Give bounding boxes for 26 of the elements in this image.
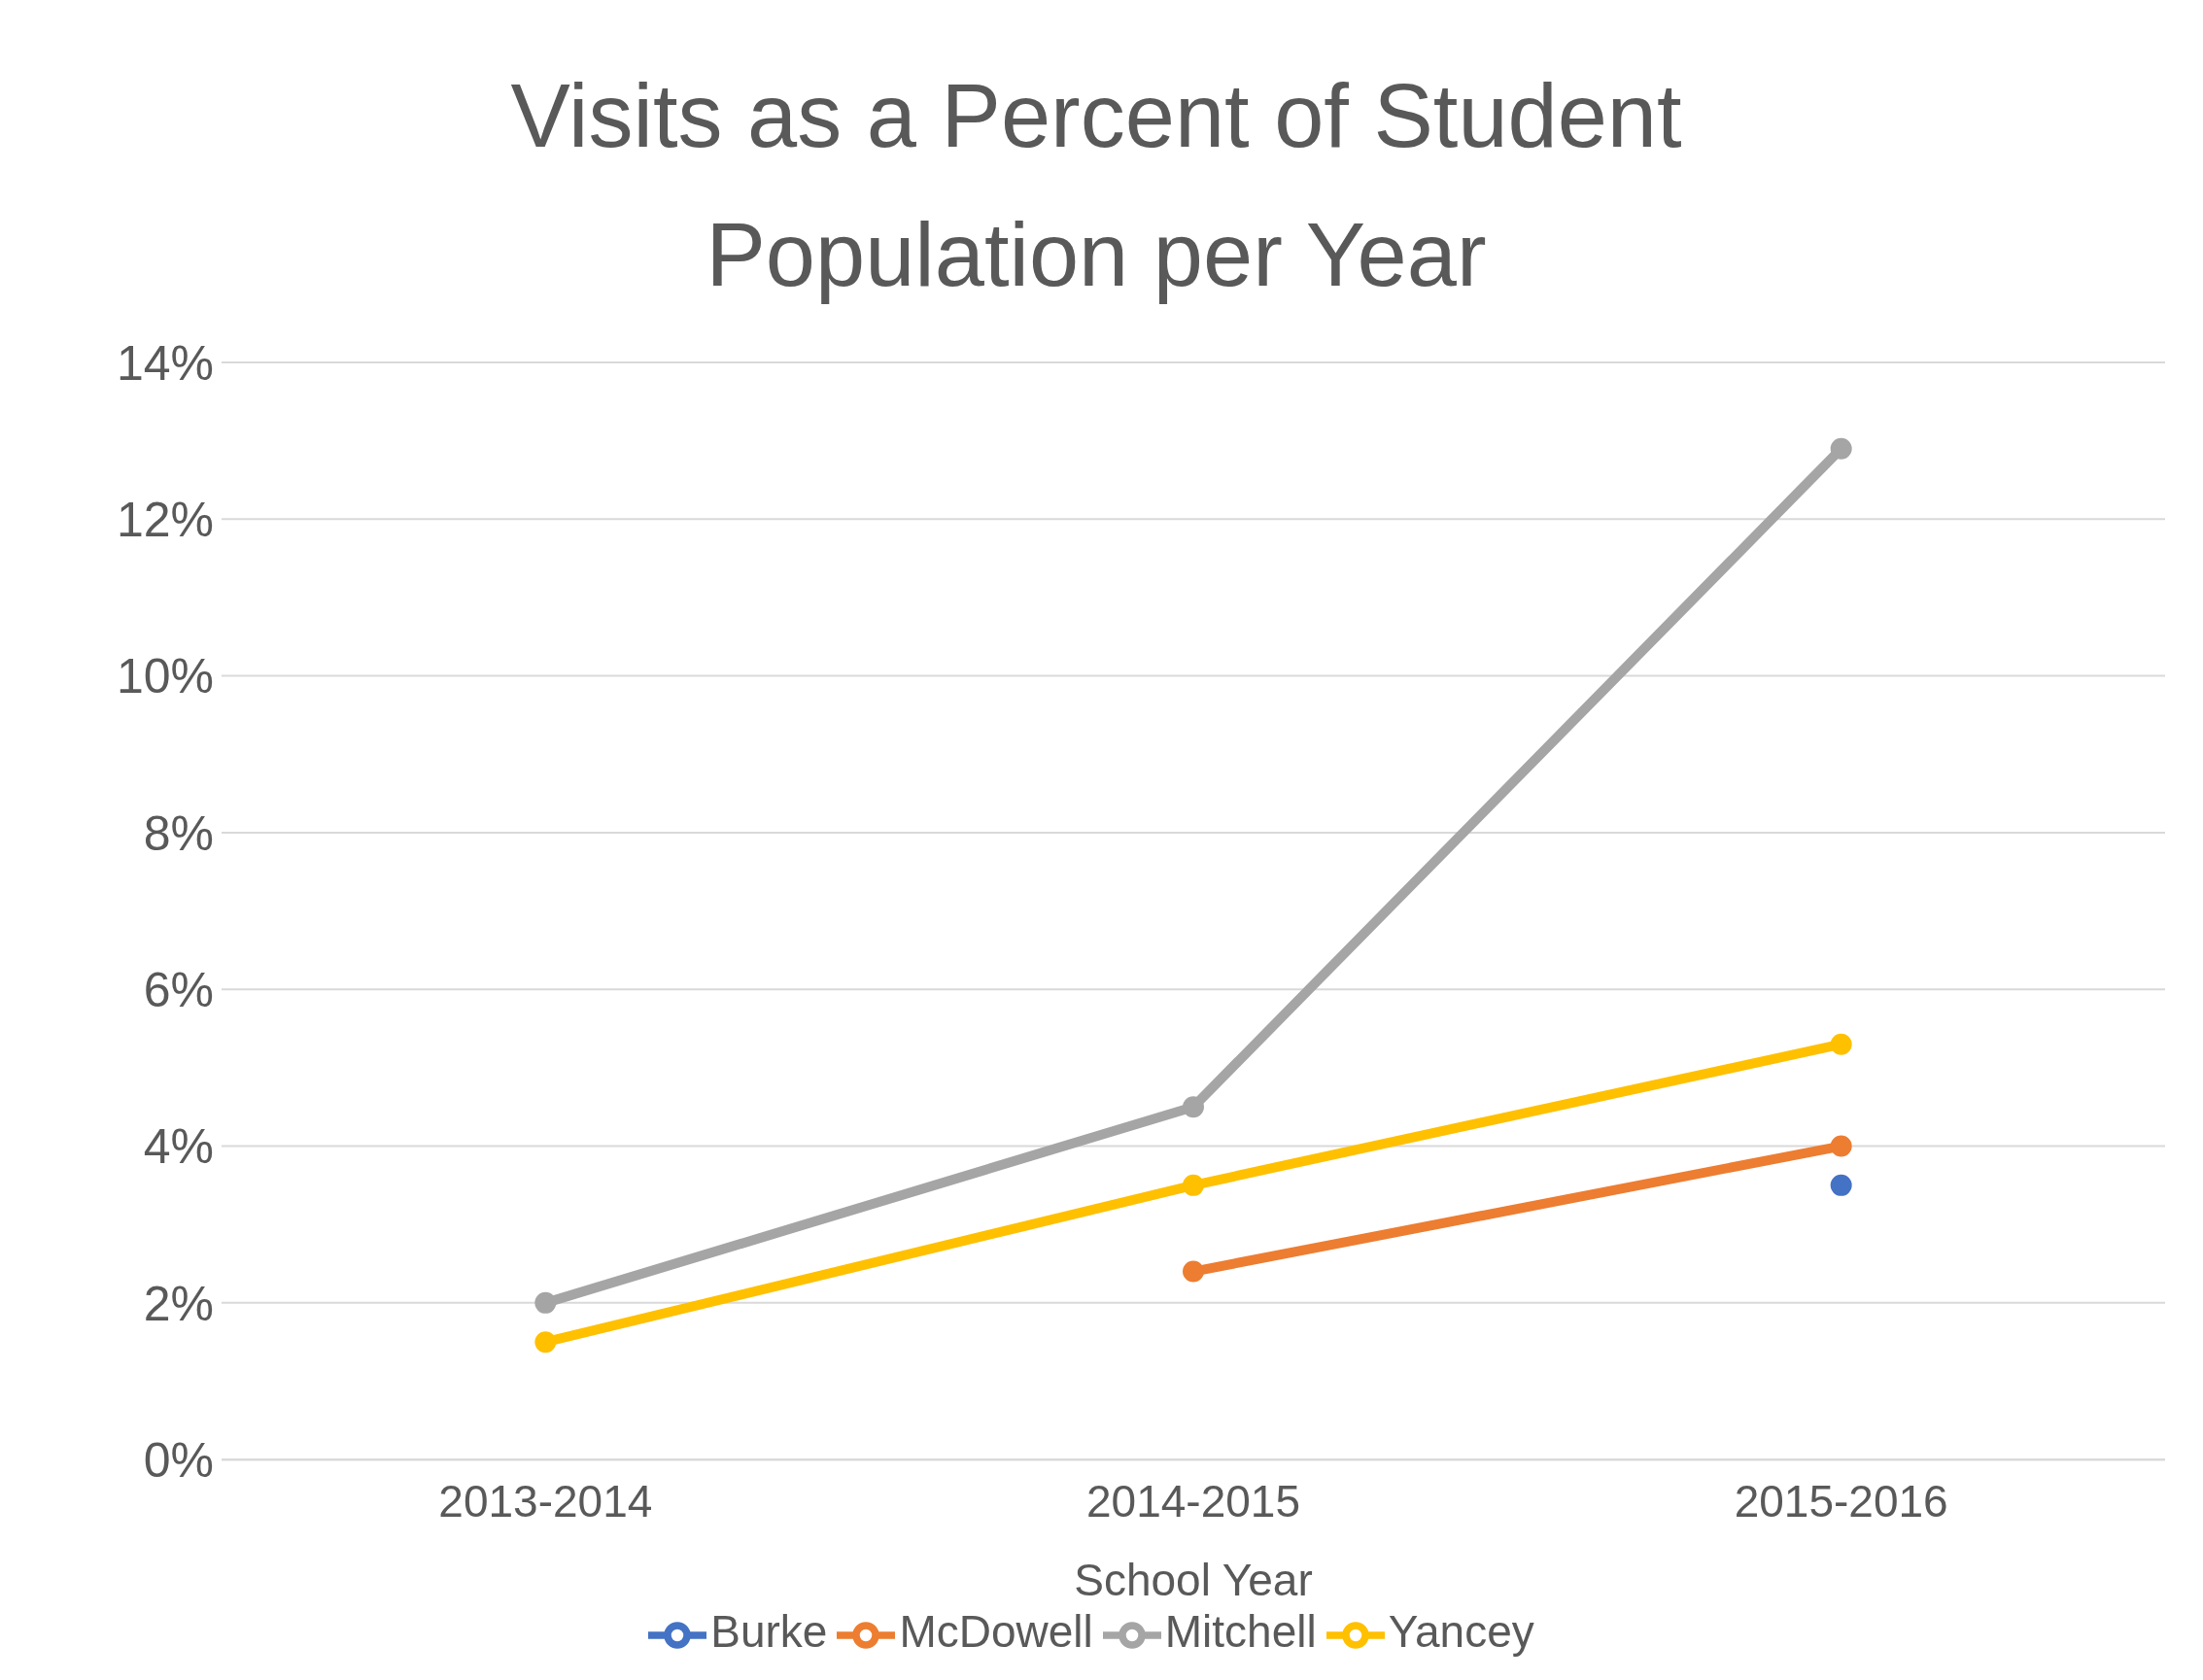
x-tick-label: 2015-2016 [1734, 1476, 1948, 1526]
point [534, 1331, 557, 1354]
point [1830, 437, 1852, 460]
x-tick-label: 2013-2014 [438, 1476, 653, 1526]
y-tick-label: 14% [116, 335, 214, 391]
x-tick-label: 2014-2015 [1086, 1476, 1300, 1526]
legend-label: Yancey [1388, 1606, 1534, 1658]
point [1830, 1135, 1852, 1157]
point [1830, 1175, 1852, 1197]
legend-label: McDowell [899, 1606, 1093, 1658]
point [1830, 1033, 1852, 1055]
point [534, 1292, 557, 1315]
y-tick-label: 8% [143, 806, 214, 861]
chart-title: Visits as a Percent of Student Population per Year [510, 66, 1682, 304]
point [1183, 1175, 1204, 1197]
y-tick-label: 12% [116, 493, 214, 548]
legend-label: Mitchell [1164, 1606, 1317, 1658]
y-tick-label: 10% [116, 649, 214, 704]
y-tick-label: 0% [143, 1433, 214, 1489]
x-axis-title: School Year [1074, 1555, 1313, 1606]
y-tick-label: 2% [143, 1276, 214, 1331]
legend-label: Burke [710, 1606, 828, 1658]
point [1183, 1260, 1204, 1283]
y-tick-label: 4% [143, 1119, 214, 1175]
y-tick-label: 6% [143, 963, 214, 1018]
point [1183, 1096, 1204, 1118]
